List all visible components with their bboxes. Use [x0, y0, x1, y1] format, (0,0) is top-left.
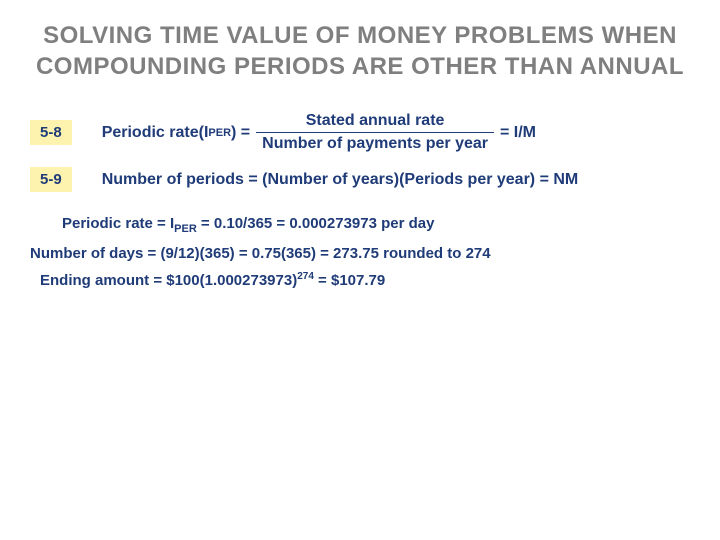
eq-tag-5-9: 5-9	[30, 167, 72, 192]
page-title: SOLVING TIME VALUE OF MONEY PROBLEMS WHE…	[30, 20, 690, 82]
calc3-sup: 274	[297, 271, 314, 282]
eq-tag-5-8: 5-8	[30, 120, 72, 145]
eq58-sub: PER	[208, 127, 231, 139]
eq-body-5-9: Number of periods = (Number of years)(Pe…	[102, 171, 579, 189]
eq58-numerator: Stated annual rate	[256, 112, 494, 133]
eq58-denominator: Number of payments per year	[256, 133, 494, 153]
calc1-a: Periodic rate = I	[62, 215, 174, 232]
equation-5-9: 5-9 Number of periods = (Number of years…	[30, 167, 690, 192]
eq58-fraction: Stated annual rate Number of payments pe…	[256, 112, 494, 153]
calc1-b: = 0.10/365 = 0.000273973 per day	[197, 215, 435, 232]
calc3-b: = $107.79	[314, 272, 385, 289]
calc1-sub: PER	[174, 223, 197, 235]
eq58-lhs-a: Periodic rate(I	[102, 124, 209, 142]
calculation-block: Periodic rate = IPER = 0.10/365 = 0.0002…	[30, 210, 690, 294]
equation-5-8: 5-8 Periodic rate(IPER) = Stated annual …	[30, 112, 690, 153]
eq58-lhs-b: ) =	[231, 124, 250, 142]
calc3-a: Ending amount = $100(1.000273973)	[40, 272, 297, 289]
eq-body-5-8: Periodic rate(IPER) = Stated annual rate…	[102, 112, 536, 153]
calc-line-1: Periodic rate = IPER = 0.10/365 = 0.0002…	[30, 210, 690, 240]
eq58-rhs: = I/M	[500, 124, 536, 142]
calc-line-3: Ending amount = $100(1.000273973)274 = $…	[30, 267, 690, 294]
calc-line-2: Number of days = (9/12)(365) = 0.75(365)…	[30, 240, 690, 267]
